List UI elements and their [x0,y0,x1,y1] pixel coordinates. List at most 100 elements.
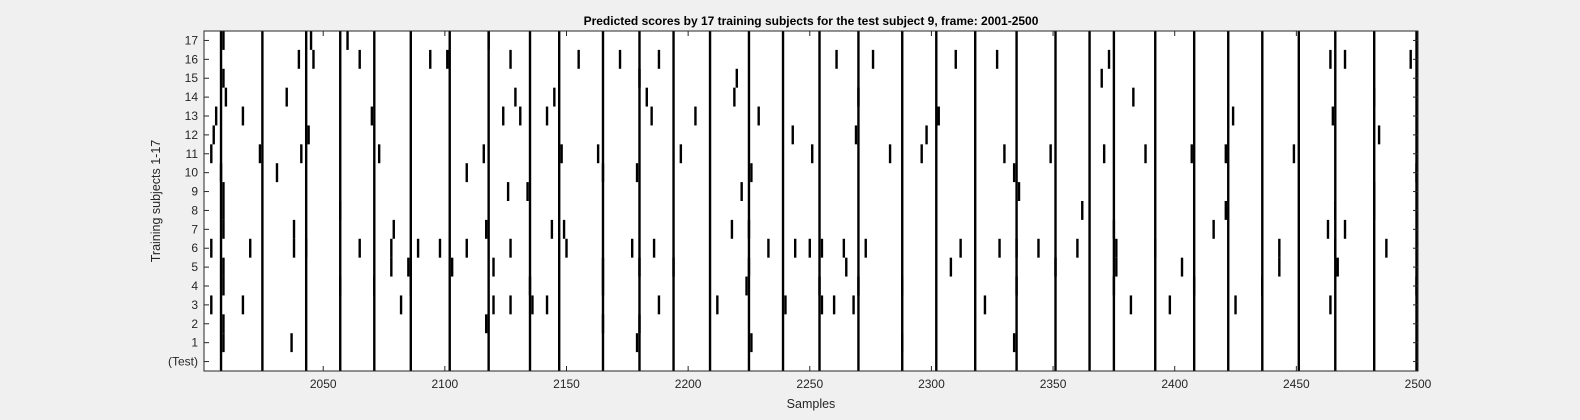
row-mark [1373,87,1376,107]
common-mark [448,31,451,371]
row-mark [502,106,505,126]
axes-box [203,30,1419,372]
row-mark [377,144,381,164]
row-mark [818,276,821,296]
row-mark [485,219,488,239]
row-mark [222,31,225,50]
row-mark [1373,201,1376,220]
row-mark [983,295,987,315]
x-tick-label: 2350 [1040,377,1067,391]
row-mark [735,68,738,88]
plot-area [204,31,1418,371]
row-mark [1377,125,1381,145]
row-mark [526,182,529,201]
row-mark [679,144,683,164]
row-mark [1331,106,1335,126]
row-mark [871,49,875,69]
row-mark [465,163,468,183]
row-mark [740,182,743,201]
y-tick-label: 1 [191,336,198,350]
row-mark [635,163,639,183]
row-mark [492,295,495,315]
row-mark [222,201,225,220]
row-mark [399,295,403,315]
y-tick-label: 2 [191,317,198,331]
row-mark [212,125,215,145]
row-mark [409,276,412,296]
row-mark [618,49,622,69]
row-mark [222,182,225,201]
row-mark [949,257,953,277]
common-mark [373,31,376,371]
row-mark [307,125,310,145]
x-axis-label: Samples [787,397,836,411]
row-mark [820,238,824,258]
row-mark [747,219,751,239]
row-mark [1329,49,1332,69]
y-tick-label: 5 [191,260,198,274]
row-mark [998,238,1001,258]
row-mark [390,238,393,258]
row-mark [1224,201,1228,220]
row-mark [845,257,848,277]
row-mark [638,68,641,88]
row-mark [210,238,213,258]
row-mark [1278,238,1281,258]
row-mark [811,144,814,164]
row-mark [694,106,697,126]
row-mark [1144,144,1147,164]
row-mark [1102,144,1106,164]
row-mark [1017,182,1021,201]
common-mark [487,31,490,371]
row-mark [888,144,892,164]
row-mark [560,144,563,164]
common-mark [974,31,977,371]
row-mark [222,314,225,334]
row-mark [358,49,361,69]
y-tick-label: 17 [185,33,199,47]
row-mark [506,182,510,201]
common-mark [638,31,641,371]
row-mark [1154,238,1157,258]
row-mark [750,333,753,353]
row-mark [509,238,512,258]
row-mark [370,106,374,126]
row-mark [1100,68,1103,88]
y-tick-label: 14 [185,90,199,104]
row-mark [528,276,532,296]
common-mark [1054,31,1057,371]
row-mark [1132,87,1135,107]
row-mark [901,333,904,353]
row-mark [1192,276,1196,296]
row-mark [857,87,860,107]
row-mark [842,238,846,258]
row-mark [465,238,468,258]
row-mark [1003,144,1006,164]
common-mark [304,31,308,371]
y-tick-label: 15 [185,71,199,85]
row-mark [429,49,432,69]
row-mark [224,87,228,107]
common-mark [935,31,938,371]
y-tick-label: 8 [191,203,198,217]
y-tick-label: 10 [185,166,199,180]
row-mark [1012,163,1016,183]
row-mark [601,314,605,334]
row-mark [733,87,736,107]
row-mark [210,295,213,315]
x-tick-label: 2200 [675,377,702,391]
row-mark [562,219,566,239]
y-tick-label: 16 [185,52,199,66]
row-mark [638,314,641,334]
row-mark [1190,144,1193,164]
common-mark [1415,31,1418,371]
row-mark [1336,257,1339,277]
x-tick-label: 2400 [1161,377,1188,391]
row-mark [339,201,342,220]
row-mark [309,31,313,50]
row-mark [390,257,393,277]
row-mark [346,31,349,50]
common-mark [528,31,532,371]
row-mark [925,125,928,145]
row-mark [297,49,301,69]
